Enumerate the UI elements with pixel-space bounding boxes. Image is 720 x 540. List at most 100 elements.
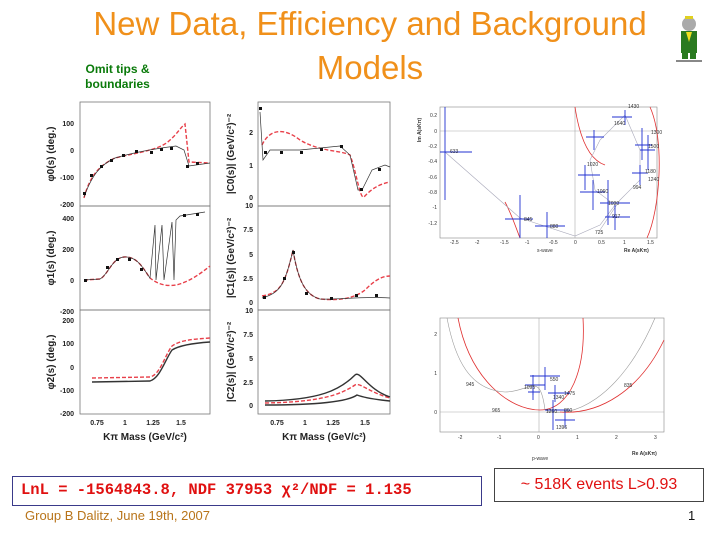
phi2-panel bbox=[79, 309, 211, 415]
page-number: 1 bbox=[688, 508, 696, 523]
argand_bottom-x_ticks-1-label: -1 bbox=[497, 435, 502, 441]
left_plots-phi1-ticks-2-label: 0 bbox=[70, 278, 74, 285]
c0-data-curve bbox=[259, 111, 391, 191]
argand_bottom-x_ticks-0-label: -2 bbox=[458, 435, 463, 441]
phi0-data-curve bbox=[83, 145, 211, 198]
argand_top-ylabel-label: Im A(sKπ) bbox=[417, 118, 423, 143]
argand_top-y_ticks-3-label: -0.4 bbox=[428, 159, 437, 165]
left_plots-x_label-label: Kπ Mass (GeV/c²) bbox=[282, 432, 366, 443]
left_plots-x_label-label: Kπ Mass (GeV/c²) bbox=[103, 432, 187, 443]
left_plots-phi2-ticks-0-label: 200 bbox=[62, 318, 74, 325]
left_plots-phi1-ticks-1-label: 200 bbox=[62, 247, 74, 254]
c1-data-curve bbox=[261, 249, 391, 300]
argand_top-xlabel-label: Re A(sKπ) bbox=[624, 248, 649, 254]
argand_bottom-point_labels-1-label: 965 bbox=[492, 408, 501, 414]
argand_top-point_labels-11-label: 1300 bbox=[651, 130, 662, 136]
left_plots-c2-ticks-2-label: 5 bbox=[249, 356, 253, 363]
left_plots-x_ticks-2-label: 1.25 bbox=[326, 420, 340, 427]
babar-elephant-logo bbox=[676, 16, 702, 62]
left_plots-phi2-ticks-3-label: -100 bbox=[60, 388, 74, 395]
argand_bottom-y_ticks-2-label: 0 bbox=[434, 410, 437, 416]
left_plots-phi0-ylabel-label: φ0(s) (deg.) bbox=[46, 127, 57, 182]
phi0-model-curve bbox=[83, 122, 211, 199]
left_plots-c0-ticks-2-label: 0 bbox=[249, 195, 253, 202]
c2-data-curve bbox=[264, 373, 391, 406]
left_plots-x_ticks-0-label: 0.75 bbox=[90, 420, 104, 427]
slide-title: New Data, Efficiency and Background Mode… bbox=[93, 5, 647, 86]
phi0-panel bbox=[79, 101, 211, 207]
left_plots-x_ticks-3-label: 1.5 bbox=[360, 420, 370, 427]
c1-panel bbox=[257, 205, 391, 311]
left_plots-x_ticks-2-label: 1.25 bbox=[146, 420, 160, 427]
argand_top-y_ticks-4-label: -0.6 bbox=[428, 175, 437, 181]
data-points bbox=[83, 107, 381, 300]
left_plots-x_ticks-0-label: 0.75 bbox=[270, 420, 284, 427]
argand_top-x_ticks-5-label: 0 bbox=[574, 240, 577, 246]
argand_top-point_labels-14-label: 1500 bbox=[648, 144, 659, 150]
left_plots-phi2-ylabel-label: φ2(s) (deg.) bbox=[46, 335, 57, 390]
argand_top-point_labels-5-label: 1060 bbox=[597, 189, 608, 195]
argand_top-point_labels-0-label: 633 bbox=[450, 149, 459, 155]
left_plots-phi1-ticks-0-label: 400 bbox=[62, 216, 74, 223]
argand-s-wave bbox=[439, 106, 660, 239]
argand_top-title_below-label: s-wave bbox=[537, 248, 553, 254]
left_plots-c1-ticks-3-label: 2.5 bbox=[243, 276, 253, 283]
left_plots-c2-ticks-3-label: 2.5 bbox=[243, 380, 253, 387]
argand_top-x_ticks-0-label: -2.5 bbox=[450, 240, 459, 246]
argand_bottom-y_ticks-1-label: 1 bbox=[434, 371, 437, 377]
phi1-data-curve bbox=[83, 211, 206, 281]
left_plots-c2-ticks-0-label: 10 bbox=[245, 308, 253, 315]
argand_top-y_ticks-0-label: 0.2 bbox=[430, 113, 437, 119]
fit-result-box: LnL = -1564843.8, NDF 37953 χ²/NDF = 1.1… bbox=[12, 476, 482, 506]
left_plots-phi1-ylabel-label: φ1(s) (deg.) bbox=[46, 231, 57, 286]
argand_top-x_ticks-4-label: -0.5 bbox=[549, 240, 558, 246]
argand_top-y_ticks-5-label: -0.8 bbox=[428, 190, 437, 196]
left_plots-c1-ylabel-label: |C1(s)| (GeV/c²)⁻² bbox=[226, 217, 237, 298]
left_plots-phi0-ticks-1-label: 0 bbox=[70, 148, 74, 155]
argand_top-point_labels-4-label: 1020 bbox=[587, 162, 598, 168]
argand_bottom-x_ticks-4-label: 2 bbox=[615, 435, 618, 441]
c2-model-curve bbox=[264, 383, 391, 404]
left_plots-c0-ticks-1-label: 1 bbox=[249, 163, 253, 170]
argand_top-y_ticks-7-label: -1.2 bbox=[428, 221, 437, 227]
left_plots-phi0-ticks-3-label: -200 bbox=[60, 202, 74, 209]
events-box: ~ 518K events L>0.93 bbox=[494, 468, 704, 502]
c2-panel bbox=[257, 309, 391, 415]
argand_top-x_ticks-1-label: -2 bbox=[475, 240, 480, 246]
left_plots-phi2-ticks-2-label: 0 bbox=[70, 365, 74, 372]
argand_bottom-x_ticks-5-label: 3 bbox=[654, 435, 657, 441]
left_plots-c0-ylabel-label: |C0(s)| (GeV/c²)⁻² bbox=[226, 113, 237, 194]
phi2-data-curve bbox=[91, 341, 211, 383]
left_plots-x_ticks-1-label: 1 bbox=[303, 420, 307, 427]
left_plots-phi0-ticks-0-label: 100 bbox=[62, 121, 74, 128]
left_plots-c2-ylabel-label: |C2(s)| (GeV/c²)⁻² bbox=[226, 321, 237, 402]
left_plots-x_ticks-3-label: 1.5 bbox=[176, 420, 186, 427]
argand_top-point_labels-2-label: 880 bbox=[550, 224, 559, 230]
left_plots-x_ticks-1-label: 1 bbox=[123, 420, 127, 427]
argand_top-point_labels-12-label: 1430 bbox=[628, 104, 639, 110]
argand_top-point_labels-9-label: 1240 bbox=[648, 177, 659, 183]
argand_bottom-point_labels-9-label: 1396 bbox=[556, 425, 567, 431]
argand_top-x_ticks-3-label: -1 bbox=[525, 240, 530, 246]
argand_top-y_ticks-2-label: -0.2 bbox=[428, 144, 437, 150]
argand_top-point_labels-7-label: 917 bbox=[612, 214, 621, 220]
c0-model-curve bbox=[261, 130, 391, 198]
argand_top-point_labels-10-label: 1180 bbox=[645, 169, 656, 175]
left_plots-c0-ticks-0-label: 2 bbox=[249, 130, 253, 137]
argand_top-x_ticks-2-label: -1.5 bbox=[500, 240, 509, 246]
left_plots-phi2-ticks-4-label: -200 bbox=[60, 411, 74, 418]
argand_top-y_ticks-6-label: -1 bbox=[433, 205, 438, 211]
left_plots-c2-ticks-4-label: 0 bbox=[249, 403, 253, 410]
left_plots-phi1-ticks-3-label: -200 bbox=[60, 309, 74, 316]
argand_bottom-point_labels-7-label: 1260 bbox=[546, 409, 557, 415]
argand_bottom-point_labels-4-label: 1475 bbox=[564, 391, 575, 397]
left_plots-c1-ticks-4-label: 0 bbox=[249, 300, 253, 307]
omit-note: Omit tips & boundaries bbox=[85, 62, 150, 91]
argand_bottom-point_labels-5-label: 1340 bbox=[553, 395, 564, 401]
argand_top-point_labels-8-label: 994 bbox=[633, 185, 642, 191]
argand_top-x_ticks-8-label: 1.5 bbox=[647, 240, 654, 246]
argand_bottom-point_labels-0-label: 945 bbox=[466, 382, 475, 388]
argand_top-x_ticks-7-label: 1 bbox=[623, 240, 626, 246]
phi1-model-curve bbox=[83, 256, 211, 287]
left_plots-c1-ticks-0-label: 10 bbox=[245, 203, 253, 210]
